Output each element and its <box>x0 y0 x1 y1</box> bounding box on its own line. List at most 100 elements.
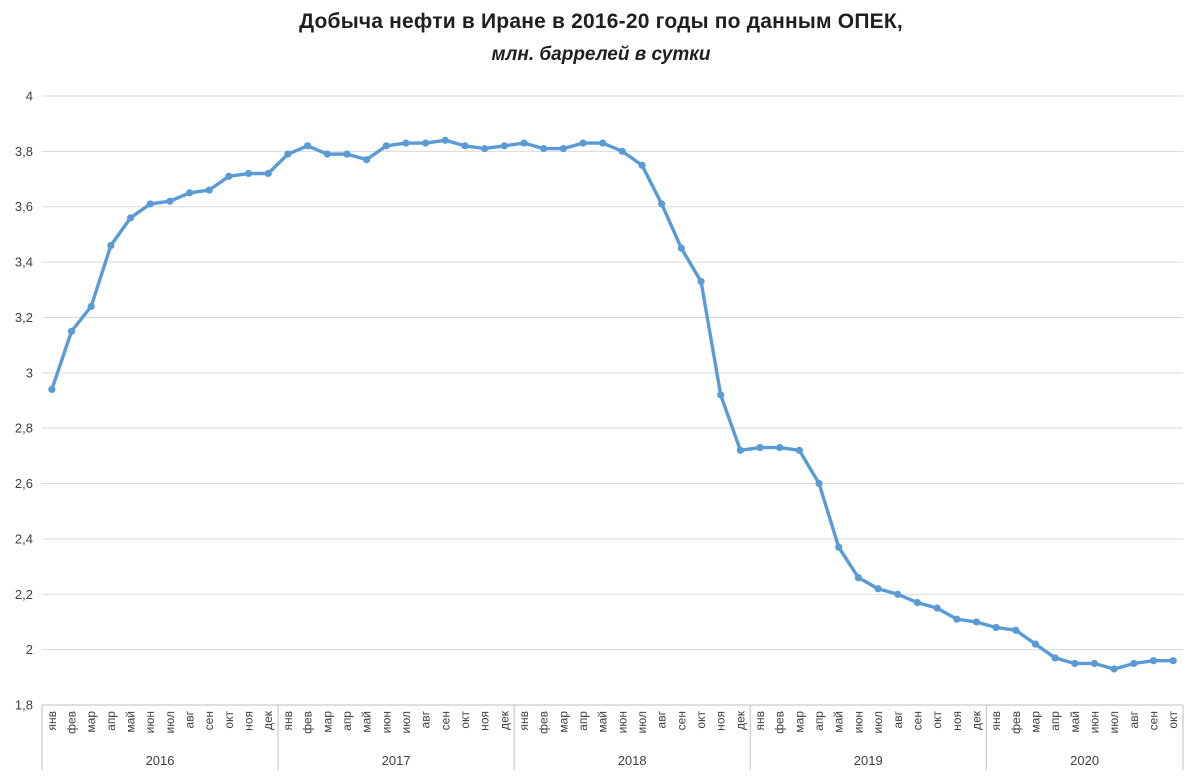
year-label: 2018 <box>618 753 647 768</box>
data-point <box>736 446 744 454</box>
month-label: авг <box>419 710 433 728</box>
month-label: мар <box>84 711 98 733</box>
data-point <box>303 142 312 150</box>
data-point <box>776 443 784 452</box>
month-label: сен <box>910 711 924 730</box>
month-label: окт <box>458 711 472 729</box>
month-label: авг <box>891 710 905 728</box>
month-label: дек <box>497 710 511 730</box>
data-point <box>107 241 115 250</box>
data-point <box>599 139 607 147</box>
month-label: июл <box>871 711 885 733</box>
month-label: июн <box>851 711 865 733</box>
month-label: янв <box>753 711 767 731</box>
month-label: авг <box>655 710 669 728</box>
month-label: июл <box>1107 711 1121 733</box>
data-point <box>677 244 685 252</box>
month-label: май <box>832 711 846 733</box>
data-point <box>205 186 213 194</box>
year-label: 2017 <box>382 753 411 768</box>
month-label: ноя <box>714 711 728 731</box>
month-label: окт <box>930 711 944 729</box>
month-label: окт <box>1166 711 1180 729</box>
month-label: мар <box>556 711 570 733</box>
data-point <box>1031 640 1040 648</box>
month-label: апр <box>1048 711 1062 731</box>
y-axis-tick-labels: 4 3,8 3,6 3,4 3,2 3 2,8 2,6 2,4 2,2 2 1,8 <box>15 89 33 713</box>
y-tick-label: 2,2 <box>15 587 33 602</box>
data-point <box>87 302 95 310</box>
data-point <box>992 623 1000 632</box>
data-point <box>1130 659 1138 668</box>
month-label: фев <box>1009 711 1023 734</box>
month-label: мар <box>320 711 334 733</box>
month-label: ноя <box>242 711 256 731</box>
y-tick-label: 3,4 <box>15 255 33 270</box>
month-label: авг <box>1127 710 1141 728</box>
month-label: ноя <box>478 711 492 731</box>
month-label: окт <box>694 711 708 729</box>
data-point <box>1090 659 1099 668</box>
month-label: фев <box>65 711 79 734</box>
month-label: май <box>360 711 374 733</box>
month-label: июл <box>635 711 649 733</box>
data-point <box>481 144 489 153</box>
data-point <box>913 598 922 607</box>
data-point <box>658 200 666 208</box>
data-point <box>972 618 981 626</box>
data-point <box>1110 665 1118 673</box>
data-point <box>933 604 941 612</box>
data-point <box>461 142 469 150</box>
data-point <box>166 197 174 205</box>
data-point <box>67 327 76 335</box>
month-label: янв <box>989 711 1003 731</box>
data-point <box>795 446 803 454</box>
month-label: июл <box>163 711 177 733</box>
year-label: 2020 <box>1070 753 1099 768</box>
month-label: май <box>124 711 138 733</box>
chart-title: Добыча нефти в Иране в 2016-20 годы по д… <box>299 10 903 33</box>
data-point <box>362 156 371 164</box>
data-point <box>540 144 548 153</box>
data-point <box>343 150 351 158</box>
y-tick-label: 3,8 <box>15 144 33 159</box>
data-point <box>815 479 823 488</box>
month-label: дек <box>261 710 275 730</box>
data-point <box>382 142 390 150</box>
month-label: янв <box>517 711 531 731</box>
data-point <box>618 147 626 155</box>
y-tick-label: 2 <box>26 642 33 657</box>
data-point <box>323 150 331 158</box>
year-label: 2016 <box>146 753 175 768</box>
y-tick-label: 3,6 <box>15 199 33 214</box>
data-point <box>579 139 587 147</box>
x-axis-year-labels: 2016 2017 2018 2019 2020 <box>41 705 1184 770</box>
series-polyline <box>50 138 1175 671</box>
data-point <box>126 214 135 222</box>
month-label: ноя <box>950 711 964 731</box>
data-point <box>185 189 194 197</box>
month-label: июн <box>379 711 393 733</box>
year-label: 2019 <box>854 753 883 768</box>
data-point <box>697 277 705 286</box>
data-point <box>894 590 902 598</box>
month-label: дек <box>733 710 747 730</box>
month-label: мар <box>1028 711 1042 733</box>
y-tick-label: 4 <box>26 89 33 104</box>
x-axis-month-labels: янв фев мар апр май июн июл авг сен окт ноя дек янв ф… <box>45 710 1180 734</box>
data-point <box>1071 659 1079 668</box>
month-label: сен <box>202 711 216 730</box>
y-tick-label: 2,4 <box>15 531 33 546</box>
data-point <box>48 385 56 394</box>
month-label: апр <box>576 711 590 731</box>
month-label: окт <box>222 711 236 729</box>
data-point <box>225 172 233 180</box>
data-point <box>638 161 646 169</box>
data-point <box>1012 626 1020 634</box>
month-label: май <box>1068 711 1082 733</box>
month-label: янв <box>45 711 59 731</box>
month-label: фев <box>537 711 551 734</box>
data-point <box>874 585 882 593</box>
